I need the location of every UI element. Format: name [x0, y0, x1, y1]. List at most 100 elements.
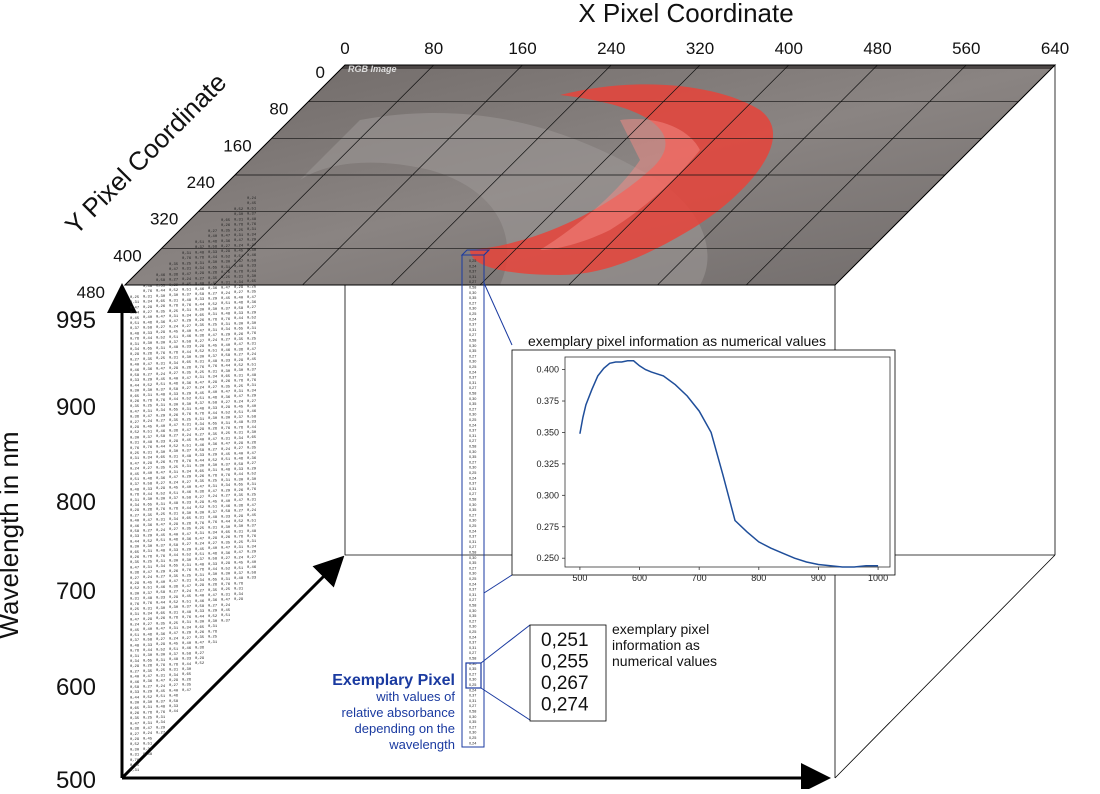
matrix-cell: 0,44 — [221, 521, 231, 525]
matrix-cell: 0,76 — [221, 583, 231, 587]
matrix-cell: 0,31 — [247, 327, 257, 331]
matrix-cell: 0,48 — [156, 706, 166, 710]
matrix-cell: 0,65 — [221, 531, 231, 535]
matrix-cell: 0,25 — [221, 432, 231, 436]
matrix-cell: 0,31 — [169, 315, 179, 319]
matrix-cell: 0,58 — [169, 544, 179, 548]
matrix-cell: 0,36 — [169, 273, 179, 277]
matrix-cell: 0,36 — [130, 416, 140, 420]
matrix-cell: 0,76 — [221, 427, 231, 431]
matrix-cell: 0,48 — [195, 407, 205, 411]
chart-x-tick-label: 700 — [692, 573, 707, 583]
matrix-cell: 0,51 — [169, 336, 179, 340]
matrix-cell: 0,27 — [156, 420, 165, 424]
matrix-cell: 0,37 — [130, 639, 139, 643]
matrix-cell: 0,30 — [234, 369, 244, 373]
matrix-cell: 0,31 — [143, 394, 153, 398]
matrix-cell: 0,46 — [169, 695, 179, 699]
matrix-cell: 0,51 — [208, 506, 218, 510]
matrix-cell: 0,65 — [156, 612, 166, 616]
matrix-cell: 0,33 — [221, 359, 231, 363]
matrix-cell: 0,31 — [234, 546, 244, 550]
matrix-cell: 0,31 — [130, 754, 140, 758]
matrix-cell: 0,30 — [195, 621, 205, 625]
matrix-cell: 0,31 — [195, 532, 205, 536]
matrix-cell: 0,48 — [143, 441, 153, 445]
matrix-cell: 0,29 — [156, 726, 166, 730]
matrix-cell: 0,35 — [169, 263, 179, 267]
matrix-cell: 0,44 — [195, 303, 205, 307]
matrix-cell: 0,40 — [195, 439, 205, 443]
matrix-cell: 0,76 — [182, 616, 192, 620]
matrix-cell: 0,25 — [156, 357, 166, 361]
matrix-cell: 0,37 — [208, 355, 217, 359]
matrix-cell: 0,30 — [130, 390, 140, 394]
wavelength-tick-label: 900 — [56, 394, 96, 421]
matrix-cell: 0,31 — [156, 659, 166, 663]
matrix-cell: 0,31 — [221, 422, 231, 426]
column-cell: 0,31 — [469, 646, 476, 650]
axis-arrows — [107, 283, 831, 793]
column-cell: 0,31 — [469, 434, 476, 438]
matrix-cell: 0,31 — [130, 457, 140, 461]
matrix-cell: 0,31 — [221, 593, 231, 597]
matrix-cell: 0,31 — [169, 357, 179, 361]
matrix-cell: 0,30 — [130, 546, 140, 550]
matrix-cell: 0,47 — [156, 628, 165, 632]
matrix-cell: 0,76 — [195, 366, 205, 370]
matrix-cell: 0,24 — [143, 576, 153, 580]
matrix-cell: 0,76 — [221, 318, 231, 322]
matrix-cell: 0,30 — [221, 573, 231, 577]
matrix-cell: 0,76 — [169, 617, 179, 621]
matrix-cell: 0,30 — [130, 748, 140, 752]
column-cell: 0,35 — [469, 561, 476, 565]
column-cell: 0,35 — [469, 667, 476, 671]
matrix-cell: 0,30 — [156, 342, 166, 346]
column-cell: 0,58 — [469, 710, 476, 714]
matrix-cell: 0,47 — [182, 273, 191, 277]
matrix-cell: 0,24 — [195, 543, 205, 547]
matrix-cell: 0,31 — [182, 268, 192, 272]
matrix-cell: 0,31 — [169, 299, 179, 303]
matrix-cell: 0,40 — [130, 676, 140, 680]
matrix-cell: 0,37 — [182, 606, 191, 610]
column-cell: 0,27 — [469, 566, 476, 570]
matrix-cell: 0,46 — [234, 458, 244, 462]
matrix-cell: 0,58 — [195, 449, 205, 453]
numeric-values-box — [529, 624, 607, 722]
matrix-cell: 0,27 — [169, 372, 178, 376]
matrix-cell: 0,36 — [208, 599, 218, 603]
column-cell: 0,24 — [469, 582, 476, 586]
matrix-cell: 0,24 — [130, 468, 140, 472]
matrix-cell: 0,40 — [234, 452, 244, 456]
matrix-cell: 0,27 — [169, 684, 178, 688]
matrix-cell: 0,44 — [247, 270, 257, 274]
matrix-cell: 0,48 — [169, 502, 179, 506]
matrix-cell: 0,65 — [156, 300, 166, 304]
x-axis-ticks: 0 80 160 240 320 400 480 560 640 — [340, 39, 1069, 58]
matrix-cell: 0,35 — [221, 229, 231, 233]
matrix-cell: 0,29 — [143, 535, 153, 539]
matrix-cell: 0,48 — [247, 374, 257, 378]
matrix-cell: 0,36 — [156, 477, 166, 481]
matrix-cell: 0,76 — [208, 318, 218, 322]
matrix-cell: 0,46 — [234, 302, 244, 306]
matrix-cell: 0,31 — [221, 266, 231, 270]
matrix-cell: 0,37 — [247, 213, 256, 217]
matrix-cell: 0,46 — [247, 410, 257, 414]
matrix-cell: 0,24 — [156, 373, 166, 377]
matrix-cell: 0,46 — [156, 430, 166, 434]
matrix-cell: 0,37 — [156, 388, 165, 392]
matrix-cell: 0,31 — [221, 323, 231, 327]
matrix-cell: 0,48 — [182, 611, 192, 615]
column-cell: 0,25 — [469, 736, 476, 740]
x-tick-label: 640 — [1041, 39, 1069, 58]
y-tick-label: 320 — [150, 210, 178, 229]
chart-x-tick-label: 900 — [811, 573, 826, 583]
matrix-cell: 0,31 — [247, 343, 257, 347]
matrix-cell: 0,36 — [221, 396, 231, 400]
matrix-cell: 0,27 — [156, 482, 165, 486]
matrix-cell: 0,30 — [221, 370, 231, 374]
matrix-cell: 0,47 — [130, 462, 139, 466]
